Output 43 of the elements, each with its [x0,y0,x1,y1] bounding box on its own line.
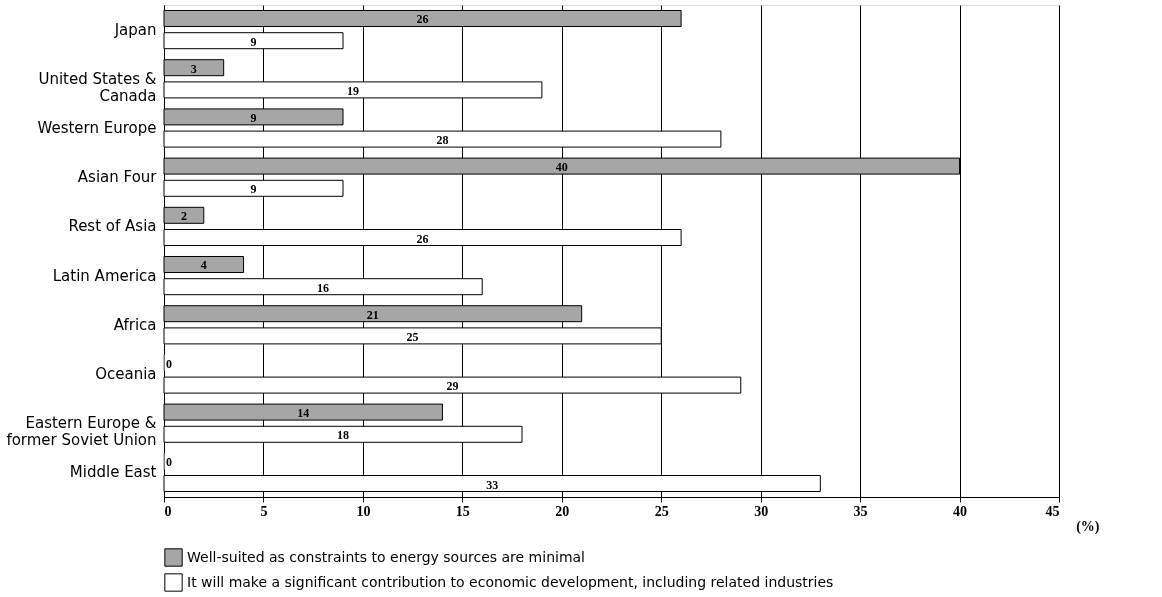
data-label: 21 [366,307,379,322]
y-tick-label: Japan [113,20,157,39]
legend-label: It will make a significant contribution to economic development, including related industries [187,573,834,590]
data-label: 16 [317,280,330,295]
data-label: 9 [250,182,257,197]
data-label: 19 [346,83,359,98]
y-tick-label: Asian Four [77,168,158,187]
data-label: 33 [486,477,499,492]
data-label: 2 [180,209,187,224]
data-label: 0 [166,455,172,470]
x-axis-title: (%) [1076,518,1100,535]
x-tick-label: 5 [260,503,268,519]
data-label: 26 [416,12,429,27]
data-label: 14 [297,406,310,421]
x-tick-label: 45 [1045,503,1060,519]
data-label: 4 [200,258,207,273]
data-label: 29 [446,379,459,394]
data-label: 28 [436,133,449,148]
x-tick-label: 10 [356,503,371,519]
data-label: 3 [190,61,197,76]
data-label: 40 [555,160,568,175]
data-label: 25 [406,329,419,344]
y-tick-label: Western Europe [37,119,157,137]
y-tick-label: Rest of Asia [68,217,157,236]
data-label: 26 [416,231,429,246]
data-label: 0 [166,356,172,371]
x-tick-label: 20 [555,503,570,519]
x-tick-label: 0 [164,503,172,519]
x-tick-label: 35 [853,503,868,519]
y-tick-label: Oceania [95,365,157,383]
y-tick-label: United States & Canada [38,69,157,105]
data-label: 9 [250,110,257,125]
x-tick-label: 15 [455,503,470,519]
y-tick-label: Latin America [52,266,157,285]
x-tick-label: 25 [654,503,669,519]
y-tick-label: Africa [113,315,157,334]
x-tick-label: 40 [953,503,968,519]
y-tick-label: Eastern Europe & former Soviet Union [6,414,157,450]
x-tick-label: 30 [754,503,769,519]
y-tick-label: Middle East [69,463,157,482]
data-label: 18 [337,428,349,443]
data-label: 9 [250,34,257,49]
legend-label: Well-suited as constraints to energy sources are minimal [187,548,585,565]
